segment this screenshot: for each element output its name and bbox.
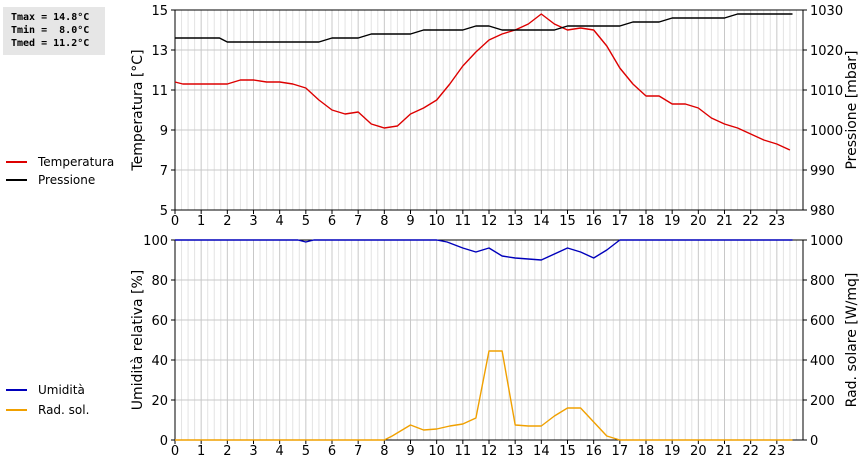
x-tick-label: 4 bbox=[276, 444, 284, 459]
y-left-tick-label: 9 bbox=[160, 124, 168, 139]
x-tick-label: 16 bbox=[585, 214, 602, 229]
y-right-tick-label: 200 bbox=[810, 394, 835, 409]
x-tick-label: 7 bbox=[354, 214, 362, 229]
legend-label-pressione: Pressione bbox=[38, 173, 95, 187]
x-tick-label: 23 bbox=[769, 214, 786, 229]
x-tick-label: 13 bbox=[507, 214, 524, 229]
tmin-text: Tmin = 8.0°C bbox=[11, 25, 90, 36]
x-tick-label: 20 bbox=[690, 214, 707, 229]
y-right-tick-label: 400 bbox=[810, 354, 835, 369]
y-left-tick-label: 15 bbox=[151, 4, 168, 19]
x-tick-label: 18 bbox=[638, 214, 655, 229]
y-left-tick-label: 0 bbox=[160, 434, 168, 449]
x-tick-label: 17 bbox=[612, 214, 629, 229]
y-right-tick-label: 0 bbox=[810, 434, 818, 449]
x-tick-label: 8 bbox=[380, 214, 388, 229]
y-right-tick-label: 1010 bbox=[810, 84, 843, 99]
y-left-tick-label: 11 bbox=[151, 84, 168, 99]
x-tick-label: 10 bbox=[428, 444, 445, 459]
y-left-tick-label: 40 bbox=[151, 354, 168, 369]
x-tick-label: 12 bbox=[481, 214, 498, 229]
x-tick-label: 7 bbox=[354, 444, 362, 459]
x-tick-label: 23 bbox=[769, 444, 786, 459]
x-tick-label: 2 bbox=[223, 444, 231, 459]
y-left-tick-label: 5 bbox=[160, 204, 168, 219]
x-tick-label: 2 bbox=[223, 214, 231, 229]
x-tick-label: 22 bbox=[742, 214, 759, 229]
x-tick-label: 9 bbox=[406, 214, 414, 229]
y-left-axis-label: Temperatura [°C] bbox=[130, 49, 146, 171]
y-left-tick-label: 7 bbox=[160, 164, 168, 179]
x-tick-label: 16 bbox=[585, 444, 602, 459]
chart-panel-1: 0 1 2 3 4 5 6 7 8 9 10 11 12 13 14 15 16 17 18 19 20 21 22 2357… bbox=[6, 4, 860, 229]
tmax-text: Tmax = 14.8°C bbox=[11, 12, 90, 23]
x-tick-label: 6 bbox=[328, 444, 336, 459]
y-left-tick-label: 60 bbox=[151, 314, 168, 329]
x-tick-label: 14 bbox=[533, 214, 550, 229]
x-tick-label: 10 bbox=[428, 214, 445, 229]
x-tick-label: 13 bbox=[507, 444, 524, 459]
tmed-text: Tmed = 11.2°C bbox=[11, 38, 90, 49]
x-tick-label: 18 bbox=[638, 444, 655, 459]
x-tick-label: 22 bbox=[742, 444, 759, 459]
x-tick-label: 4 bbox=[276, 214, 284, 229]
x-tick-label: 5 bbox=[302, 444, 310, 459]
x-tick-label: 0 bbox=[171, 214, 179, 229]
y-left-tick-label: 80 bbox=[151, 274, 168, 289]
x-tick-label: 11 bbox=[455, 444, 472, 459]
y-left-axis-label: Umidità relativa [%] bbox=[130, 270, 146, 411]
x-tick-label: 21 bbox=[716, 444, 733, 459]
y-left-tick-label: 13 bbox=[151, 44, 168, 59]
y-right-tick-label: 1000 bbox=[810, 124, 843, 139]
y-right-tick-label: 600 bbox=[810, 314, 835, 329]
x-tick-label: 17 bbox=[612, 444, 629, 459]
y-right-tick-label: 1020 bbox=[810, 44, 843, 59]
x-tick-label: 6 bbox=[328, 214, 336, 229]
x-tick-label: 11 bbox=[455, 214, 472, 229]
x-tick-label: 15 bbox=[559, 214, 576, 229]
series-line-temperatura bbox=[174, 13, 791, 151]
x-tick-label: 8 bbox=[380, 444, 388, 459]
legend-label-temperatura: Temperatura bbox=[37, 155, 114, 169]
x-tick-label: 5 bbox=[302, 214, 310, 229]
legend-label-umidit: Umidità bbox=[38, 383, 85, 397]
x-tick-label: 9 bbox=[406, 444, 414, 459]
y-right-tick-label: 990 bbox=[810, 164, 835, 179]
x-tick-label: 14 bbox=[533, 444, 550, 459]
x-tick-label: 15 bbox=[559, 444, 576, 459]
y-right-axis-label: Pressione [mbar] bbox=[844, 50, 860, 169]
x-tick-label: 3 bbox=[249, 444, 257, 459]
y-left-tick-label: 20 bbox=[151, 394, 168, 409]
series-line-umidit bbox=[175, 239, 793, 261]
x-tick-label: 19 bbox=[664, 444, 681, 459]
x-tick-label: 1 bbox=[197, 444, 205, 459]
legend-label-rad-sol: Rad. sol. bbox=[38, 403, 89, 417]
y-right-tick-label: 1030 bbox=[810, 4, 843, 19]
y-right-tick-label: 1000 bbox=[810, 234, 843, 249]
x-tick-label: 1 bbox=[197, 214, 205, 229]
y-right-tick-label: 980 bbox=[810, 204, 835, 219]
x-tick-label: 3 bbox=[249, 214, 257, 229]
y-right-axis-label: Rad. solare [W/mq] bbox=[844, 273, 860, 408]
x-tick-label: 0 bbox=[171, 444, 179, 459]
chart-panel-2: 0 1 2 3 4 5 6 7 8 9 10 11 12 13 14 15 16 17 18 19 20 21 22 2302… bbox=[6, 234, 860, 459]
x-tick-label: 19 bbox=[664, 214, 681, 229]
x-tick-label: 12 bbox=[481, 444, 498, 459]
series-line-pressione bbox=[175, 13, 793, 43]
x-tick-label: 20 bbox=[690, 444, 707, 459]
y-left-tick-label: 100 bbox=[143, 234, 168, 249]
series-line-rad-sol bbox=[175, 350, 793, 441]
stats-box: Tmax = 14.8°C Tmin = 8.0°C Tmed = 11.2°C bbox=[3, 7, 105, 55]
x-tick-label: 21 bbox=[716, 214, 733, 229]
y-right-tick-label: 800 bbox=[810, 274, 835, 289]
